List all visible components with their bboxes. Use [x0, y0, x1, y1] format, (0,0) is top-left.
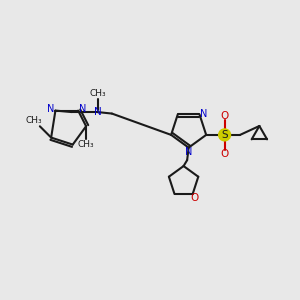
Text: O: O	[220, 149, 229, 159]
Text: N: N	[47, 104, 55, 114]
Text: N: N	[94, 107, 101, 117]
Text: N: N	[79, 104, 86, 114]
Text: O: O	[220, 111, 229, 121]
Text: N: N	[185, 147, 192, 157]
Text: N: N	[200, 109, 208, 119]
Text: CH₃: CH₃	[78, 140, 94, 149]
Text: S: S	[221, 130, 228, 140]
Text: CH₃: CH₃	[26, 116, 42, 125]
Text: CH₃: CH₃	[89, 89, 106, 98]
Text: O: O	[190, 193, 198, 203]
Circle shape	[219, 129, 230, 141]
